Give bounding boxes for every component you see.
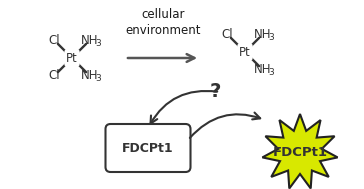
Text: 3: 3 bbox=[95, 39, 100, 48]
Text: Cl: Cl bbox=[48, 69, 60, 82]
Text: Pt: Pt bbox=[239, 46, 251, 59]
FancyArrowPatch shape bbox=[190, 113, 260, 138]
Text: 3: 3 bbox=[268, 33, 274, 42]
Text: cellular
environment: cellular environment bbox=[125, 8, 201, 37]
Text: Cl: Cl bbox=[48, 34, 60, 47]
Text: FDCPt1: FDCPt1 bbox=[273, 146, 328, 159]
Text: FDCPt1: FDCPt1 bbox=[122, 142, 174, 154]
Text: ?: ? bbox=[209, 82, 221, 101]
FancyBboxPatch shape bbox=[106, 124, 190, 172]
Polygon shape bbox=[262, 114, 338, 188]
Text: Pt: Pt bbox=[66, 51, 78, 64]
Text: NH: NH bbox=[254, 28, 272, 41]
Text: NH: NH bbox=[81, 69, 98, 82]
Text: 3: 3 bbox=[95, 74, 100, 83]
Text: Cl: Cl bbox=[222, 28, 233, 41]
Text: 3: 3 bbox=[268, 68, 274, 77]
Text: NH: NH bbox=[254, 63, 272, 76]
Text: NH: NH bbox=[81, 34, 98, 47]
FancyArrowPatch shape bbox=[151, 91, 217, 124]
